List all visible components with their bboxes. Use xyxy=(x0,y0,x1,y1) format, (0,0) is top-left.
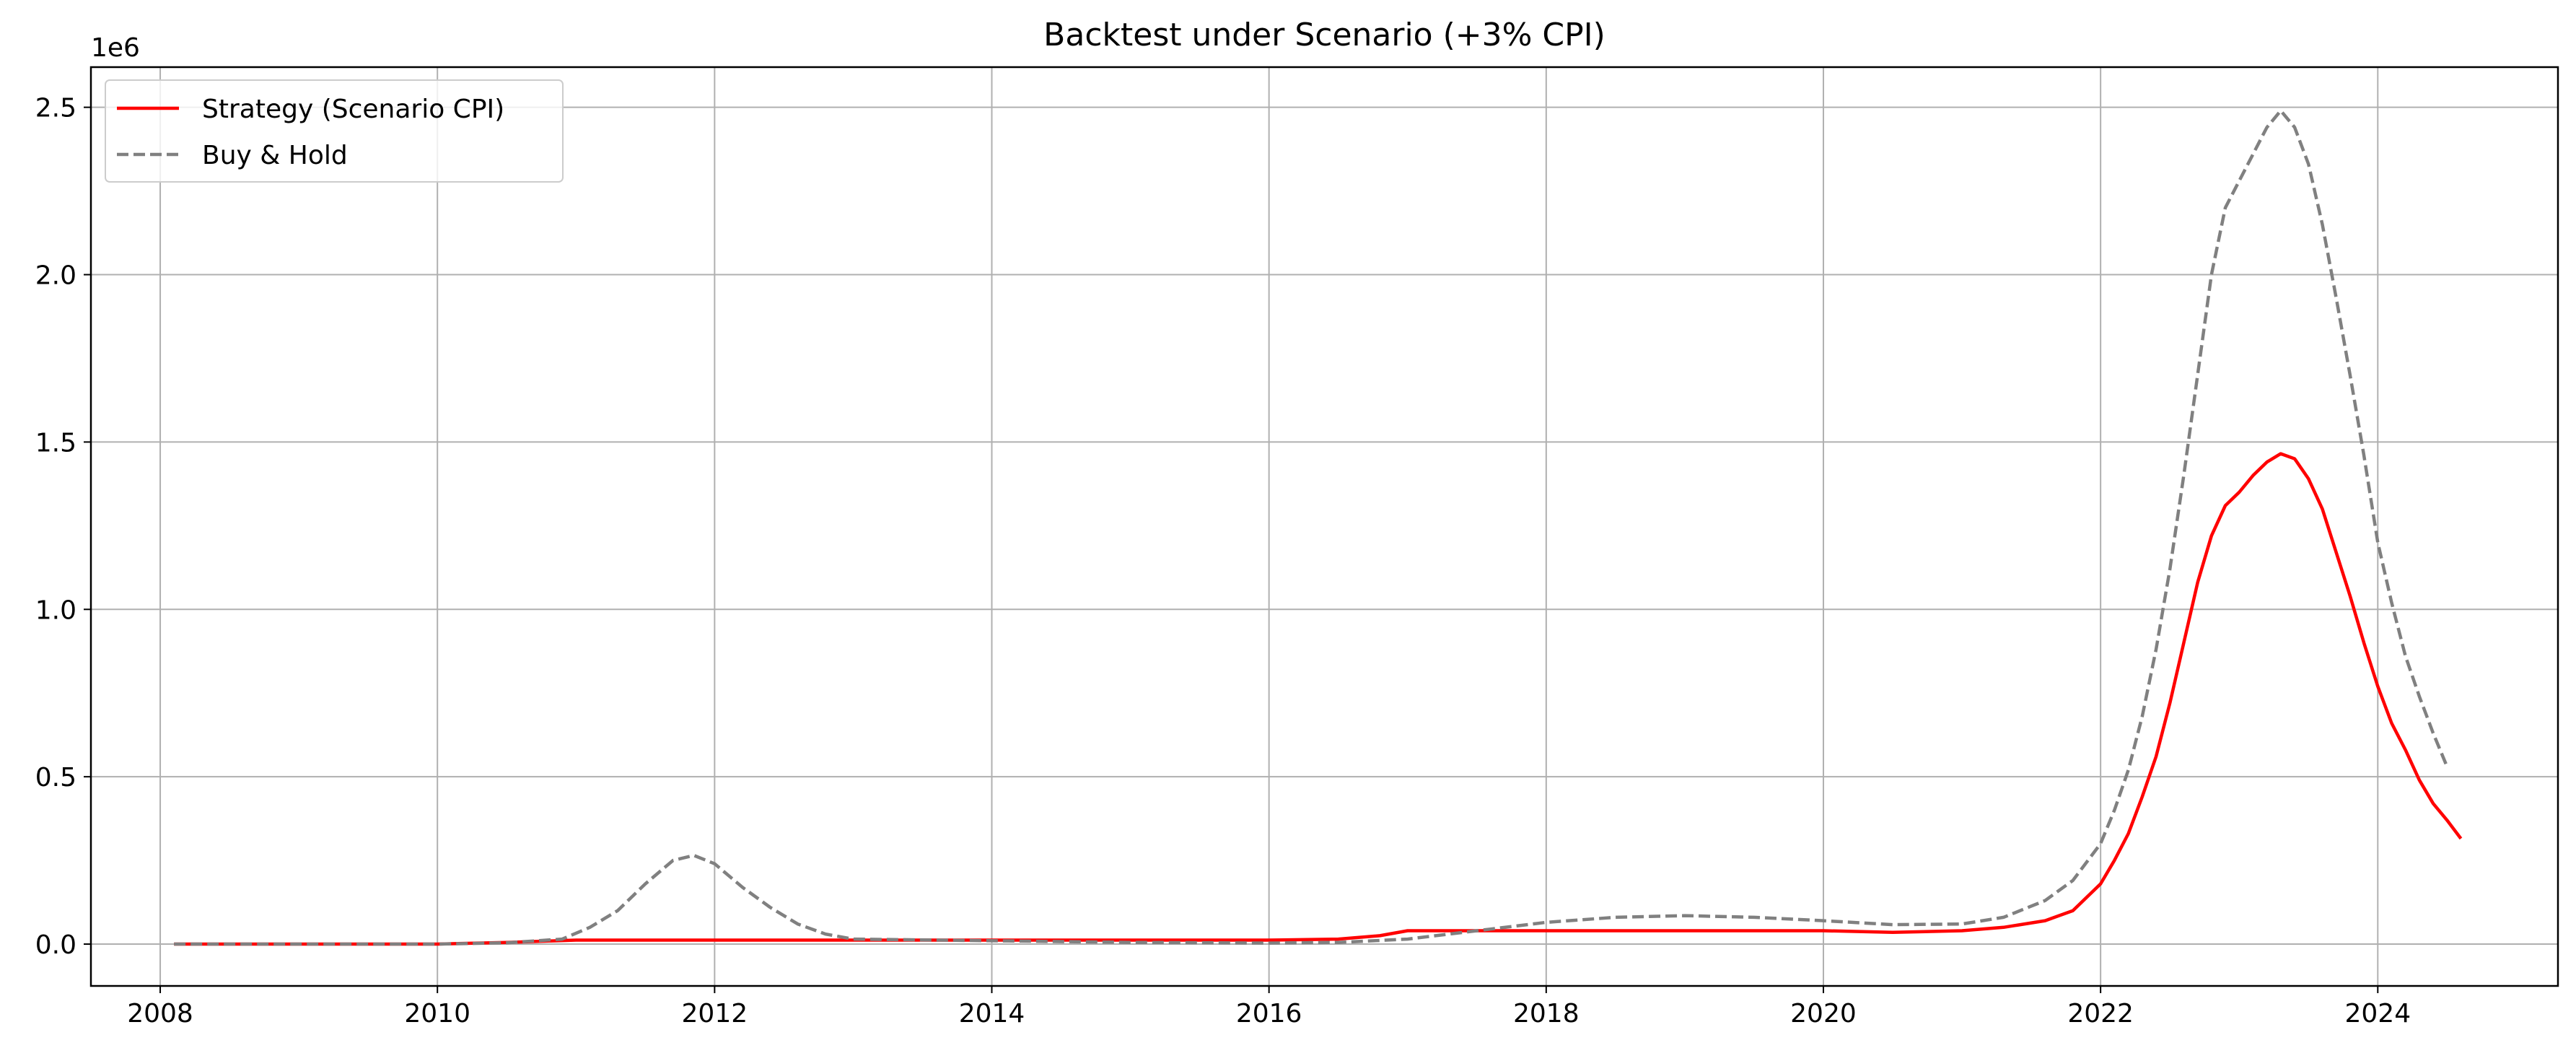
x-tick-label: 2016 xyxy=(1236,999,1302,1029)
legend-label-buy-hold: Buy & Hold xyxy=(202,141,348,170)
y-axis-offset-label: 1e6 xyxy=(91,33,140,63)
x-tick-label: 2014 xyxy=(959,999,1025,1029)
x-tick-label: 2024 xyxy=(2344,999,2411,1029)
legend-label-strategy: Strategy (Scenario CPI) xyxy=(202,95,504,124)
series-line-strategy xyxy=(174,452,2463,946)
series-lines xyxy=(174,109,2463,946)
axis-ticks: 2008 2010 2012 2014 2016 2018 2020 2022 2024 0.0 0… xyxy=(35,94,2411,1029)
x-tick-label: 2020 xyxy=(1790,999,1857,1029)
plot-frame xyxy=(89,66,2559,987)
x-tick-label: 2012 xyxy=(682,999,748,1029)
x-tick-label: 2008 xyxy=(127,999,193,1029)
chart-title: Backtest under Scenario (+3% CPI) xyxy=(1043,17,1605,53)
y-tick-label: 1.5 xyxy=(35,428,76,458)
legend-box xyxy=(105,79,564,183)
x-tick-label: 2022 xyxy=(2067,999,2134,1029)
legend: Strategy (Scenario CPI) Buy & Hold xyxy=(105,79,564,183)
y-tick-label: 1.0 xyxy=(35,595,76,625)
x-tick-label: 2018 xyxy=(1513,999,1580,1029)
y-tick-label: 2.0 xyxy=(35,261,76,291)
y-tick-label: 0.5 xyxy=(35,763,76,793)
y-tick-label: 2.5 xyxy=(35,94,76,123)
x-tick-label: 2010 xyxy=(404,999,470,1029)
y-tick-label: 0.0 xyxy=(35,930,76,960)
